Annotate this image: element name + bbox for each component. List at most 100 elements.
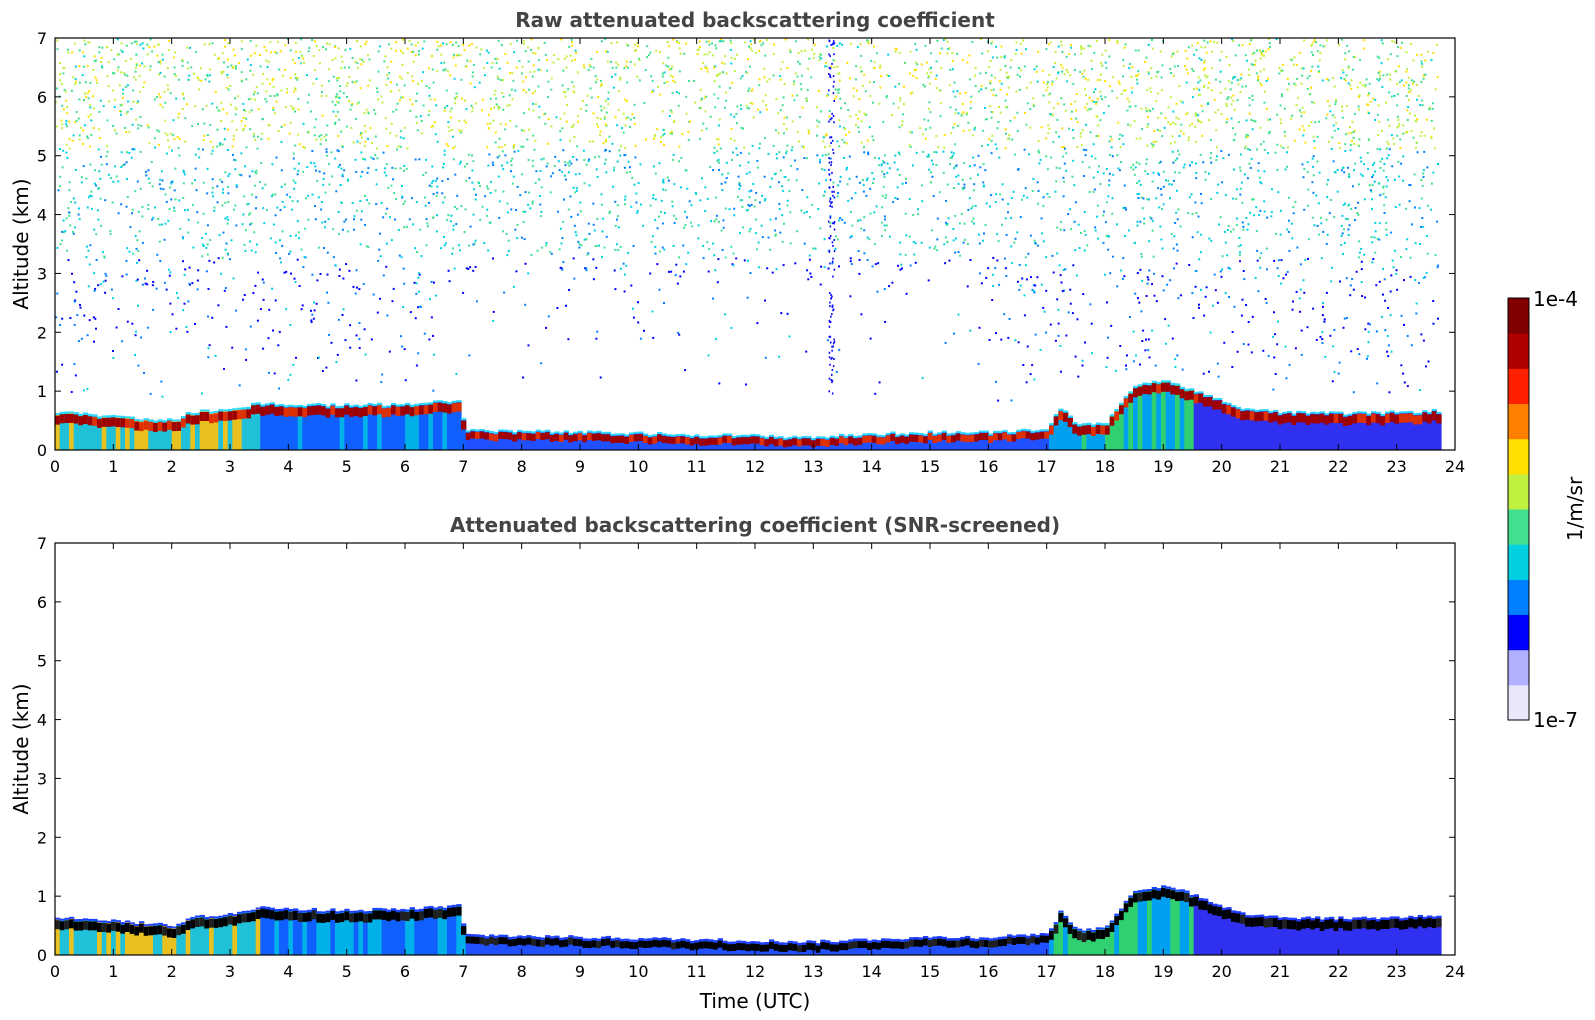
noise-pixel <box>684 169 687 172</box>
noise-pixel <box>851 224 854 227</box>
noise-pixel <box>190 66 193 69</box>
noise-pixel <box>275 252 278 254</box>
noise-pixel <box>395 83 398 86</box>
noise-pixel <box>154 146 157 149</box>
noise-pixel <box>260 162 263 164</box>
noise-pixel <box>657 215 660 218</box>
noise-pixel <box>247 202 250 205</box>
noise-pixel <box>424 204 427 207</box>
noise-pixel <box>254 139 257 141</box>
noise-pixel <box>649 204 652 207</box>
noise-pixel <box>606 50 609 53</box>
noise-pixel <box>519 194 522 197</box>
noise-pixel <box>1406 238 1409 241</box>
noise-pixel <box>349 108 352 111</box>
noise-pixel <box>953 123 956 126</box>
noise-pixel <box>1051 83 1054 86</box>
noise-pixel <box>1161 64 1164 67</box>
noise-pixel <box>465 179 468 182</box>
noise-pixel <box>88 263 91 266</box>
noise-pixel <box>832 257 834 260</box>
noise-pixel <box>157 218 160 220</box>
noise-pixel <box>1191 213 1194 215</box>
noise-pixel <box>446 219 449 222</box>
noise-pixel <box>87 196 90 199</box>
noise-pixel <box>106 119 109 122</box>
noise-pixel <box>68 120 71 123</box>
noise-pixel <box>1263 170 1266 173</box>
noise-pixel <box>838 79 841 82</box>
noise-pixel <box>255 196 258 199</box>
noise-pixel <box>885 224 888 227</box>
noise-pixel <box>637 321 640 324</box>
noise-pixel <box>385 212 387 215</box>
heatmap-area <box>55 38 1442 450</box>
noise-pixel <box>954 95 957 98</box>
noise-pixel <box>1267 77 1269 80</box>
noise-pixel <box>112 350 114 352</box>
noise-pixel <box>855 65 858 68</box>
noise-pixel <box>216 145 219 148</box>
noise-pixel <box>1070 46 1072 49</box>
noise-pixel <box>1306 88 1309 90</box>
noise-pixel <box>280 169 283 172</box>
noise-pixel <box>977 362 980 365</box>
noise-pixel <box>1341 109 1344 112</box>
noise-pixel <box>337 210 340 213</box>
noise-pixel <box>1348 224 1351 227</box>
noise-pixel <box>491 161 494 164</box>
noise-pixel <box>671 92 674 95</box>
noise-pixel <box>1182 166 1185 169</box>
noise-pixel <box>1330 148 1333 150</box>
noise-pixel <box>441 192 444 195</box>
noise-pixel <box>1405 207 1408 210</box>
noise-pixel <box>605 171 608 174</box>
noise-pixel <box>1226 117 1229 120</box>
noise-pixel <box>718 168 720 171</box>
noise-pixel <box>1193 88 1196 90</box>
noise-pixel <box>1345 277 1348 280</box>
noise-pixel <box>472 160 475 163</box>
noise-pixel <box>1233 76 1236 79</box>
noise-pixel <box>781 61 784 64</box>
noise-pixel <box>786 116 789 119</box>
noise-pixel <box>788 190 791 193</box>
noise-pixel <box>445 143 448 145</box>
noise-pixel <box>623 166 626 169</box>
noise-pixel <box>523 129 525 132</box>
noise-pixel <box>1415 302 1418 305</box>
noise-pixel <box>450 107 453 110</box>
noise-pixel <box>246 58 249 61</box>
noise-pixel <box>1097 237 1100 240</box>
noise-pixel <box>1026 345 1029 348</box>
noise-pixel <box>663 144 665 146</box>
noise-pixel <box>240 40 243 43</box>
noise-pixel <box>348 269 351 272</box>
noise-pixel <box>365 40 368 43</box>
noise-pixel <box>916 63 919 66</box>
noise-pixel <box>585 267 588 270</box>
noise-pixel <box>1055 77 1058 80</box>
noise-pixel <box>556 307 559 309</box>
noise-pixel <box>1340 77 1343 80</box>
noise-pixel <box>876 52 878 55</box>
noise-pixel <box>446 105 449 107</box>
noise-pixel <box>631 176 634 179</box>
noise-pixel <box>867 39 870 42</box>
noise-pixel <box>334 46 336 48</box>
noise-pixel <box>914 242 917 245</box>
noise-pixel <box>753 205 756 208</box>
noise-pixel <box>571 81 574 84</box>
noise-pixel <box>1080 46 1083 49</box>
noise-pixel <box>524 303 527 306</box>
noise-pixel <box>663 71 666 74</box>
noise-pixel <box>1056 298 1059 301</box>
noise-pixel <box>1208 237 1211 240</box>
noise-pixel <box>1152 107 1154 110</box>
noise-pixel <box>1151 146 1154 148</box>
noise-pixel <box>775 153 778 156</box>
noise-pixel <box>571 44 574 47</box>
noise-pixel <box>230 239 233 242</box>
noise-pixel <box>1386 350 1389 353</box>
noise-pixel <box>672 153 675 156</box>
